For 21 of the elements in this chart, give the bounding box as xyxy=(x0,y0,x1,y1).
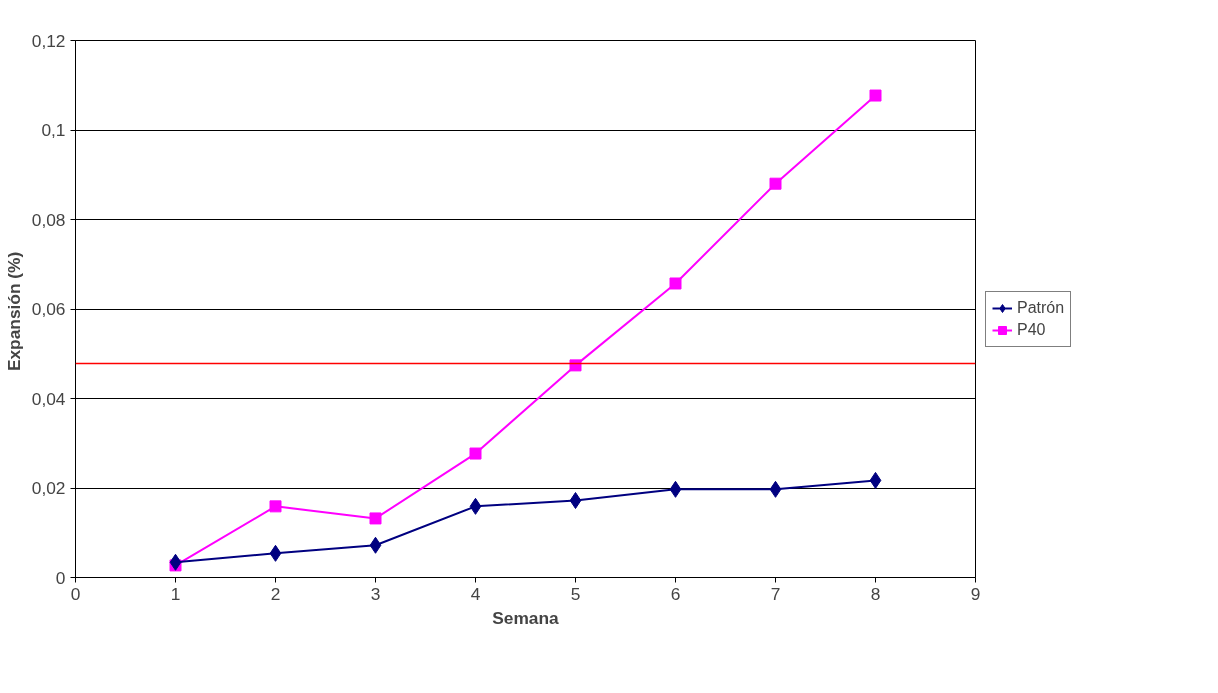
x-tick-label: 8 xyxy=(870,583,881,604)
x-tick-label: 4 xyxy=(470,583,481,604)
x-tick-label: 3 xyxy=(370,583,381,604)
x-tick-label: 9 xyxy=(970,583,981,604)
x-tick-label: 6 xyxy=(670,583,681,604)
y-tick-label: 0,04 xyxy=(31,388,66,409)
y-tick-label: 0,12 xyxy=(31,30,66,51)
x-axis-title: Semana xyxy=(492,607,560,628)
y-tick-label: 0,06 xyxy=(31,299,66,319)
x-tick-label: 0 xyxy=(70,583,81,604)
legend-label: Patrón xyxy=(1017,299,1065,317)
y-axis-title: Expansión (%) xyxy=(3,251,24,372)
y-tick-label: 0,1 xyxy=(41,120,66,140)
x-tick-label: 1 xyxy=(170,583,181,604)
y-tick-label: 0 xyxy=(55,567,66,588)
y-tick-label: 0,08 xyxy=(31,209,66,230)
y-tick-label: 0,02 xyxy=(31,478,66,498)
x-tick-label: 2 xyxy=(270,583,281,604)
x-tick-label: 5 xyxy=(570,583,581,604)
x-tick-label: 7 xyxy=(770,583,781,604)
legend-label: P40 xyxy=(1017,321,1046,339)
